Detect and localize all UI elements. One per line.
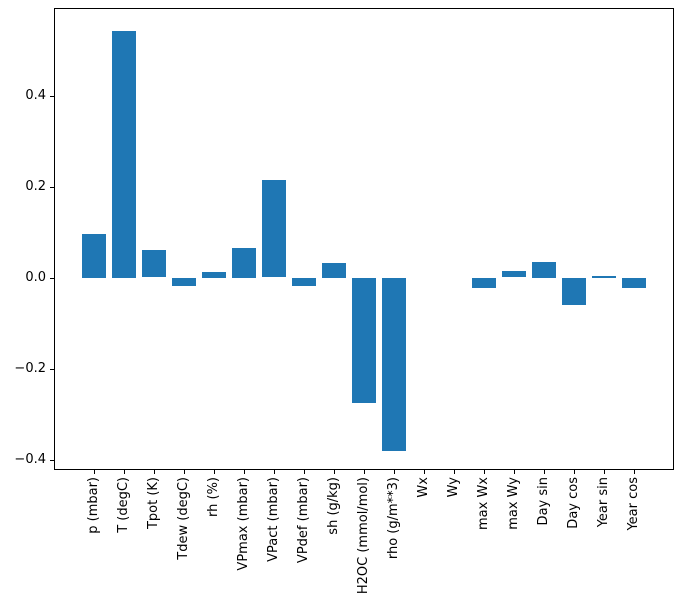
x-tick-mark [513, 470, 515, 474]
y-tick-label: −0.4 [14, 452, 46, 467]
x-tick-label: rho (g/m**3) [386, 477, 401, 560]
y-tick-label: 0.0 [25, 270, 46, 285]
bar-Day sin [531, 262, 556, 278]
x-tick-mark [453, 470, 455, 474]
x-tick-label: rh (%) [206, 477, 222, 517]
x-tick-label: Year sin [595, 477, 611, 528]
x-tick-label: Year cos [625, 477, 641, 531]
bar-VPmax (mbar) [232, 248, 257, 278]
x-tick-label: Tpot (K) [146, 477, 162, 530]
bar-max Wy [501, 270, 526, 278]
x-tick-label: Day cos [565, 477, 581, 529]
x-tick-mark [154, 470, 156, 474]
bar-VPdef (mbar) [292, 277, 316, 287]
x-tick-label: sh (g/kg) [326, 477, 341, 535]
x-tick-mark [573, 470, 575, 474]
x-tick-label: max Wx [475, 477, 491, 531]
x-tick-label: Wx [416, 477, 431, 498]
x-tick-label: VPdef (mbar) [296, 477, 311, 564]
bar-Tpot (K) [142, 249, 167, 278]
bar-max Wx [471, 277, 496, 288]
x-tick-label: Wy [445, 477, 461, 498]
x-tick-label: Tdew (degC) [176, 477, 192, 560]
x-tick-mark [603, 470, 605, 474]
bar-H2OC (mmol/mol) [352, 277, 376, 403]
x-tick-mark [633, 470, 635, 474]
x-tick-mark [274, 470, 276, 474]
x-tick-label: Day sin [535, 477, 551, 526]
x-tick-mark [214, 470, 216, 474]
bar-sh (g/kg) [322, 263, 346, 278]
x-tick-mark [364, 470, 365, 474]
bar-T (degC) [112, 30, 137, 278]
x-tick-label: max Wy [505, 477, 521, 530]
y-tick-mark [50, 368, 54, 370]
y-tick-label: −0.2 [14, 361, 46, 376]
bar-rh (%) [202, 272, 227, 278]
bar-Year cos [621, 277, 646, 288]
x-tick-label: p (mbar) [86, 477, 102, 534]
x-tick-mark [94, 470, 96, 474]
x-tick-mark [394, 470, 395, 474]
x-tick-label: VPmax (mbar) [236, 477, 252, 571]
bar-Tdew (degC) [172, 277, 197, 286]
x-tick-mark [304, 470, 305, 474]
bar-Day cos [561, 277, 586, 305]
bar-Year sin [591, 276, 616, 278]
y-tick-label: 0.2 [25, 179, 46, 194]
x-tick-mark [244, 470, 246, 474]
bar-VPact (mbar) [262, 180, 287, 278]
x-tick-mark [543, 470, 545, 474]
x-tick-mark [424, 470, 425, 474]
x-tick-label: T (degC) [116, 477, 132, 533]
y-tick-label: 0.4 [25, 88, 46, 104]
x-tick-mark [124, 470, 126, 474]
y-tick-mark [50, 95, 54, 97]
bar-rho (g/m**3) [382, 277, 406, 452]
y-tick-mark [50, 459, 54, 461]
x-tick-label: H2OC (mmol/mol) [356, 477, 371, 595]
x-tick-mark [184, 470, 186, 474]
x-tick-mark [483, 470, 485, 474]
x-tick-mark [334, 470, 335, 474]
y-tick-mark [50, 186, 54, 188]
bar-p (mbar) [82, 233, 107, 278]
x-tick-label: VPact (mbar) [266, 477, 282, 562]
y-tick-mark [50, 277, 54, 279]
